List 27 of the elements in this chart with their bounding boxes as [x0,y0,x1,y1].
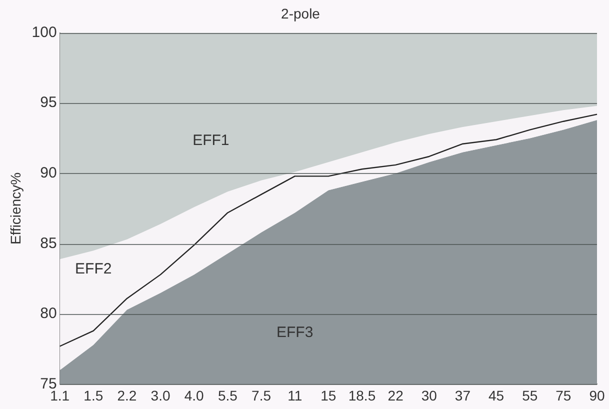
y-tick-label: 95 [40,94,57,112]
x-tick-label: 1.5 [84,387,104,404]
x-tick-label: 11 [288,387,302,404]
x-tick-label: 15 [320,387,336,404]
x-tick-label: 90 [589,387,605,404]
x-tick-label: 5.5 [218,387,238,404]
x-tick-label: 22 [388,387,404,404]
series-label: EFF1 [192,132,230,150]
x-tick-label: 4.0 [184,387,204,404]
x-tick-label: 30 [421,387,438,404]
x-tick-label: 2.2 [117,387,137,404]
y-tick-label: 90 [40,164,57,182]
x-tick-label: 37 [454,387,471,404]
x-tick-label: 45 [488,387,504,404]
chart-title: 2-pole [281,5,320,22]
y-tick-label: 80 [40,305,57,322]
y-axis-title: Efficiency% [7,172,24,245]
x-tick-label: 18.5 [348,387,376,404]
series-label: EFF3 [276,324,314,341]
y-tick-label: 100 [32,24,57,41]
x-tick-label: 75 [556,387,572,404]
x-tick-label: 1.1 [50,387,70,404]
x-tick-label: 3.0 [150,387,170,404]
x-tick-label: 55 [522,387,538,404]
x-tick-label: 7.5 [252,387,272,404]
y-tick-label: 85 [40,234,57,252]
series-label: EFF2 [75,260,112,278]
